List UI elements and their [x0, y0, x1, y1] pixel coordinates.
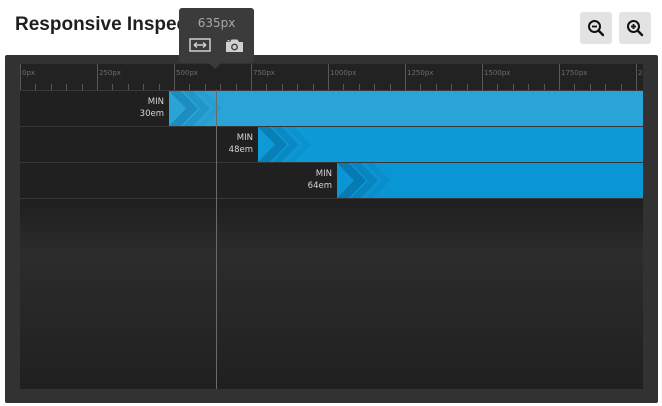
ruler-tick — [605, 84, 607, 90]
breakpoint-bar[interactable] — [258, 127, 643, 162]
ruler-tick — [636, 64, 637, 90]
zoom-out-icon — [588, 20, 605, 37]
current-width-readout: 635px — [197, 16, 236, 30]
ruler-tick — [497, 84, 499, 90]
ruler-tick — [374, 84, 376, 90]
chevrons-icon — [169, 91, 222, 126]
ruler-label: 750px — [253, 69, 275, 77]
breakpoint-value: 30em — [139, 109, 164, 119]
breakpoint-value: 64em — [307, 181, 332, 191]
ruler-tick — [158, 84, 160, 90]
ruler-tick — [620, 84, 622, 90]
ruler-tick — [50, 84, 52, 90]
resize-width-icon[interactable] — [189, 38, 211, 52]
ruler-tick — [389, 84, 391, 90]
zoom-in-icon — [627, 20, 644, 37]
ruler-tick — [451, 84, 453, 90]
ruler-tick — [574, 84, 576, 90]
breakpoint-type: MIN — [147, 97, 164, 107]
ruler-tick — [358, 84, 360, 90]
breakpoint-row[interactable]: MIN 64em — [20, 163, 643, 199]
breakpoint-bar[interactable] — [169, 91, 643, 126]
ruler-label: 500px — [176, 69, 198, 77]
ruler-tick — [343, 84, 345, 90]
ruler-tick — [35, 84, 37, 90]
breakpoint-label: MIN 30em — [140, 96, 164, 120]
ruler-tick — [435, 84, 437, 90]
ruler-tick — [328, 64, 329, 90]
ruler-tick — [81, 84, 83, 90]
ruler-tick — [466, 84, 468, 90]
breakpoint-row[interactable]: MIN 48em — [20, 127, 643, 163]
width-tooltip: 635px — [179, 8, 254, 69]
ruler-tick — [266, 84, 268, 90]
ruler-tick — [528, 84, 530, 90]
ruler-label: 250px — [99, 69, 121, 77]
zoom-out-button[interactable] — [580, 12, 612, 44]
ruler-label: 1750px — [561, 69, 588, 77]
ruler-tick — [66, 84, 68, 90]
chevrons-icon — [258, 127, 311, 162]
breakpoint-type: MIN — [315, 169, 332, 179]
ruler-tick — [420, 84, 422, 90]
width-ruler[interactable]: 0px 250px 500px 750px 1000px 1250px 1500… — [20, 64, 643, 91]
ruler-label: 1250px — [407, 69, 434, 77]
ruler-label: 1000px — [330, 69, 357, 77]
ruler-tick — [405, 64, 406, 90]
ruler-label: 1500px — [484, 69, 511, 77]
ruler-tick — [189, 84, 191, 90]
ruler-tick — [97, 64, 98, 90]
ruler-tick — [220, 84, 222, 90]
ruler-tick — [559, 64, 560, 90]
breakpoint-type: MIN — [236, 133, 253, 143]
inspector-panel: 0px 250px 500px 750px 1000px 1250px 1500… — [5, 55, 658, 403]
ruler-tick — [112, 84, 114, 90]
ruler-label: 0px — [22, 69, 36, 77]
ruler-tick — [543, 84, 545, 90]
camera-icon[interactable] — [225, 38, 244, 53]
ruler-tick — [127, 84, 129, 90]
ruler-tick — [281, 84, 283, 90]
width-cursor-line[interactable] — [216, 90, 217, 389]
breakpoint-bar[interactable] — [337, 163, 643, 198]
breakpoint-label: MIN 64em — [308, 168, 332, 192]
ruler-tick — [143, 84, 145, 90]
ruler-tick — [589, 84, 591, 90]
breakpoint-row[interactable]: MIN 30em — [20, 91, 643, 127]
page-title: Responsive Inspect — [15, 14, 194, 35]
breakpoint-value: 48em — [228, 145, 253, 155]
ruler-tick — [20, 64, 21, 90]
ruler-tick — [174, 64, 175, 90]
ruler-tick — [235, 84, 237, 90]
ruler-tick — [297, 84, 299, 90]
viewport-canvas: 0px 250px 500px 750px 1000px 1250px 1500… — [20, 64, 643, 389]
ruler-tick — [204, 84, 206, 90]
ruler-tick — [482, 64, 483, 90]
zoom-in-button[interactable] — [619, 12, 651, 44]
ruler-tick — [312, 84, 314, 90]
ruler-tick — [512, 84, 514, 90]
chevrons-icon — [337, 163, 390, 198]
breakpoint-label: MIN 48em — [229, 132, 253, 156]
ruler-tick — [251, 64, 252, 90]
ruler-label: 2 — [638, 69, 643, 77]
